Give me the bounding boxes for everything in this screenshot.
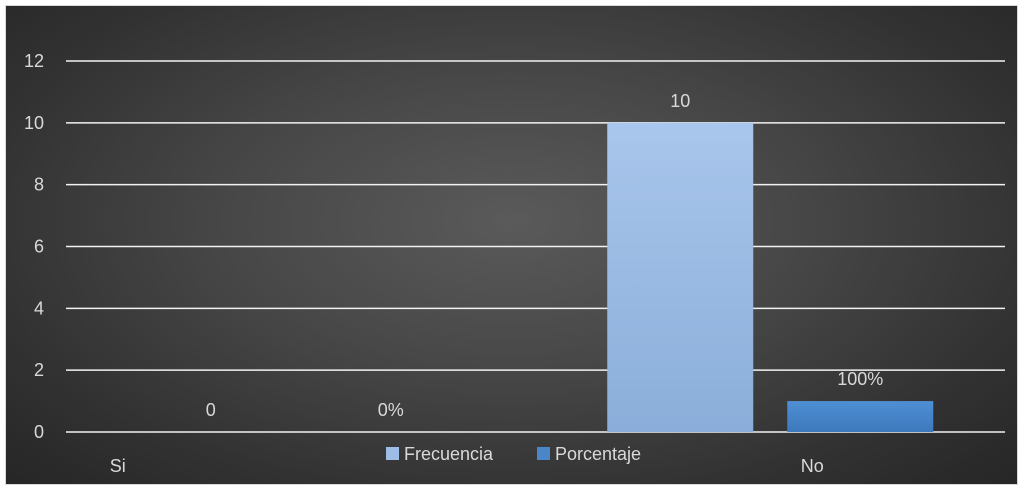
data-label-porcentaje-no: 100% <box>837 369 883 389</box>
legend-swatch-porcentaje <box>537 447 550 460</box>
x-axis-category-labels: Si No <box>110 456 824 476</box>
legend-swatch-frecuencia <box>386 447 399 460</box>
y-tick-label: 0 <box>34 422 44 442</box>
category-label-no: No <box>801 456 824 476</box>
y-tick-label: 10 <box>24 113 44 133</box>
chart-area: 0 2 4 6 8 10 12 0 0% 10 100% Si No Frecuencia Porce… <box>5 5 1018 485</box>
gridlines <box>66 60 1005 433</box>
data-label-porcentaje-si: 0% <box>378 400 404 420</box>
bar-frecuencia-no <box>607 122 754 432</box>
legend-label-porcentaje: Porcentaje <box>555 444 641 464</box>
y-tick-label: 4 <box>34 298 44 318</box>
y-tick-label: 2 <box>34 360 44 380</box>
legend: Frecuencia Porcentaje <box>386 444 641 464</box>
legend-label-frecuencia: Frecuencia <box>404 444 494 464</box>
y-tick-label: 8 <box>34 175 44 195</box>
bars <box>607 122 934 432</box>
data-label-frecuencia-no: 10 <box>670 91 690 111</box>
y-tick-label: 6 <box>34 237 44 257</box>
bar-chart: 0 2 4 6 8 10 12 0 0% 10 100% Si No Frecuencia Porce… <box>24 51 1005 476</box>
y-tick-label: 12 <box>24 51 44 71</box>
bar-porcentaje-no <box>787 401 934 432</box>
category-label-si: Si <box>110 456 126 476</box>
y-axis-tick-labels: 0 2 4 6 8 10 12 <box>24 51 44 442</box>
data-label-frecuencia-si: 0 <box>206 400 216 420</box>
data-labels: 0 0% 10 100% <box>206 91 884 420</box>
